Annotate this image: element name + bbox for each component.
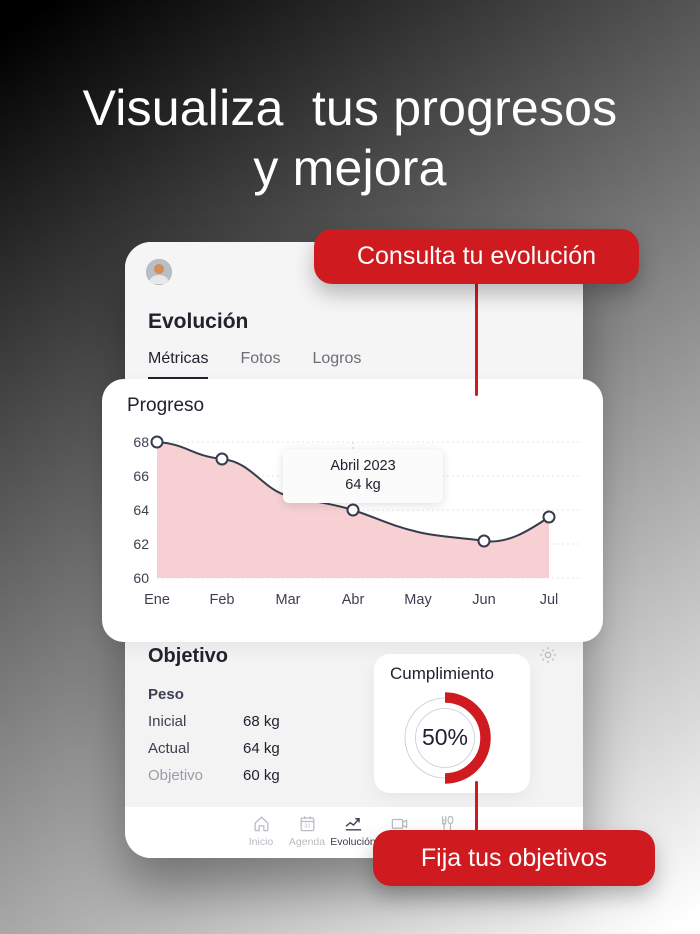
svg-text:68: 68 <box>133 434 149 450</box>
svg-text:62: 62 <box>133 536 149 552</box>
svg-text:64: 64 <box>133 502 149 518</box>
svg-text:May: May <box>404 592 432 608</box>
svg-text:Feb: Feb <box>210 592 235 608</box>
svg-text:50%: 50% <box>422 724 468 750</box>
svg-text:Ene: Ene <box>144 592 170 608</box>
svg-text:Jun: Jun <box>472 592 495 608</box>
svg-text:Jul: Jul <box>540 592 559 608</box>
svg-text:60: 60 <box>133 570 149 586</box>
svg-text:66: 66 <box>133 468 149 484</box>
svg-text:Abr: Abr <box>342 592 365 608</box>
svg-text:Mar: Mar <box>276 592 301 608</box>
svg-text:31: 31 <box>304 823 310 829</box>
